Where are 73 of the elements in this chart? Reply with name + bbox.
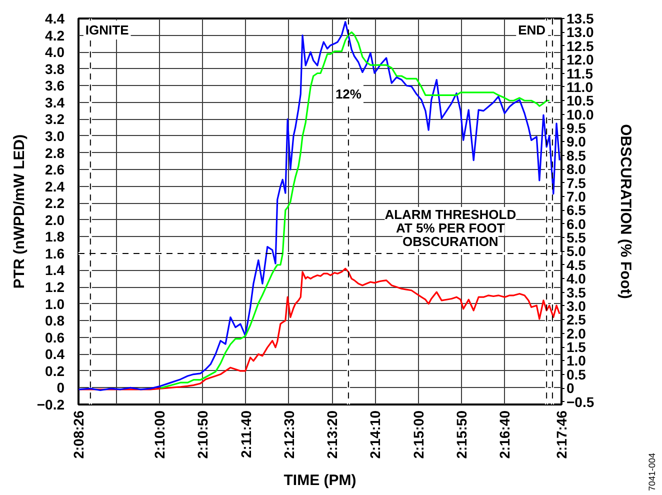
y2-tick-label: 1.5: [566, 339, 586, 356]
y-tick-label: 1.8: [45, 228, 65, 245]
y-axis-title: PTR (nWPD/mW LED): [10, 134, 28, 289]
y-tick-label: 0.8: [45, 312, 65, 329]
y2-tick-label: 12.5: [566, 38, 594, 54]
y2-tick-label: 5.0: [566, 243, 586, 260]
y2-tick-label: 4.5: [566, 256, 586, 273]
y-tick-label: 2.2: [45, 195, 65, 212]
x-tick-label: 2:15:50: [453, 410, 470, 459]
x-axis-title: TIME (PM): [284, 472, 356, 489]
y-tick-label: 2.6: [45, 162, 65, 178]
y2-tick-label: 4.0: [566, 270, 586, 287]
y2-tick-label: −0.5: [566, 394, 594, 410]
x-tick-label: 2:15:00: [410, 410, 426, 459]
y-tick-label: 1.4: [45, 262, 65, 278]
y2-tick-label: 2.0: [566, 325, 586, 342]
x-tick-label: 2:16:40: [496, 410, 513, 459]
y2-tick-label: 6.0: [566, 216, 586, 232]
annotation: 12%: [335, 86, 362, 102]
x-tick-label: 2:11:40: [238, 410, 254, 458]
y2-tick-label: 7.0: [566, 188, 586, 204]
y2-tick-label: 13.0: [566, 24, 594, 40]
x-tick-label: 2:10:00: [152, 410, 168, 459]
x-tick-label: 2:17:46: [554, 410, 570, 459]
y-tick-label: 0.4: [45, 346, 65, 362]
y-tick-label: −0.2: [36, 396, 65, 412]
x-tick-label: 2:08:26: [70, 410, 86, 459]
x-tick-label: 2:10:50: [194, 410, 211, 459]
y2-tick-label: 5.5: [566, 230, 586, 246]
y2-tick-label: 9.5: [566, 120, 586, 136]
y2-tick-label: 3.0: [566, 298, 586, 314]
y2-tick-label: 12.0: [566, 52, 594, 68]
line-series: [78, 21, 560, 392]
x-tick-label: 2:12:30: [280, 410, 297, 459]
y2-tick-label: 0.5: [566, 366, 586, 382]
y2-tick-label: 8.5: [566, 147, 586, 164]
y-tick-label: 0.2: [45, 362, 65, 379]
y-tick-label: 3.6: [45, 78, 65, 94]
y2-tick-label: 11.0: [566, 78, 594, 95]
y-tick-label: 2.8: [45, 144, 65, 161]
y-tick-label: 3.2: [45, 111, 65, 128]
x-tick-label: 2:13:20: [324, 410, 340, 459]
y2-axis-title: OBSCURATION (% Foot): [617, 124, 634, 299]
y2-tick-label: 11.5: [566, 65, 594, 82]
y2-tick-label: 6.5: [566, 202, 586, 218]
y2-tick-label: 1.0: [566, 352, 586, 369]
y2-tick-label: 0: [566, 380, 574, 396]
y2-tick-label: 13.5: [566, 10, 594, 26]
y-tick-label: 4.4: [45, 10, 65, 26]
y2-tick-label: 3.5: [566, 284, 586, 300]
y-tick-label: 2.4: [45, 178, 65, 194]
ref-line-label: END: [518, 22, 546, 38]
y-tick-label: 0.6: [45, 329, 65, 346]
y2-tick-label: 10.0: [566, 106, 594, 122]
y2-tick-label: 7.5: [566, 174, 586, 191]
y-tick-label: 1.2: [45, 279, 65, 296]
y-tick-label: 3.8: [45, 60, 65, 77]
y-tick-label: 4.0: [45, 44, 65, 60]
y-tick-label: 2.0: [45, 212, 65, 228]
y2-tick-label: 2.5: [566, 312, 586, 328]
text: 7041-004: [647, 452, 657, 491]
y2-tick-label: 9.0: [566, 134, 586, 150]
ref-line-label: ALARM THRESHOLD AT 5% PER FOOT OBSCURATION: [384, 206, 516, 249]
y-tick-label: 1.6: [45, 245, 65, 262]
x-tick-label: 2:14:10: [367, 410, 384, 459]
y2-tick-label: 10.5: [566, 92, 594, 109]
y-tick-label: 0: [56, 380, 65, 396]
y-tick-label: 1.0: [45, 296, 65, 312]
y-tick-label: 4.2: [45, 27, 65, 44]
y-tick-label: 3.4: [45, 94, 65, 110]
y2-tick-label: 8.0: [566, 161, 586, 178]
y-tick-label: 3.0: [45, 128, 65, 144]
ref-line-label: IGNITE: [85, 22, 130, 38]
